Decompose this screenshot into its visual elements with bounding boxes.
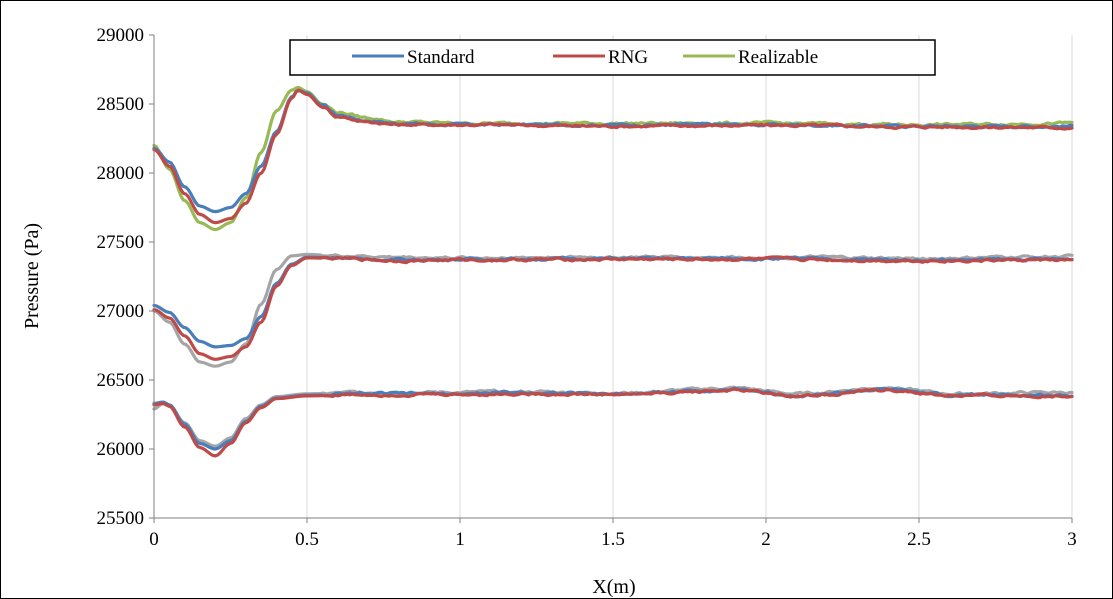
axes — [149, 34, 1073, 523]
x-axis-title: X(m) — [592, 576, 635, 598]
series-lines — [152, 85, 1074, 458]
legend: Standard RNG Realizable — [289, 39, 936, 76]
x-tick-label-4: 2 — [761, 529, 771, 550]
y-axis-title: Pressure (Pa) — [21, 223, 43, 329]
y-tick-label-2: 26500 — [97, 370, 145, 391]
x-tick-label-5: 2.5 — [907, 529, 931, 550]
x-tick-label-2: 1 — [455, 529, 465, 550]
x-tick-label-1: 0.5 — [295, 529, 319, 550]
x-tick-label-3: 1.5 — [601, 529, 625, 550]
y-tick-label-4: 27500 — [97, 232, 145, 253]
series-line-upper-rng — [152, 88, 1074, 225]
x-tick-label-6: 3 — [1067, 529, 1077, 550]
x-tick-labels: 0 0.5 1 1.5 2 2.5 3 — [149, 529, 1077, 550]
legend-label-realizable: Realizable — [738, 47, 818, 68]
y-tick-label-0: 25500 — [97, 508, 145, 529]
y-tick-label-6: 28500 — [97, 94, 145, 115]
y-tick-labels: 25500 26000 26500 27000 27500 28000 28500 29000 — [97, 25, 145, 529]
grid-lines — [153, 35, 1073, 518]
y-tick-label-5: 28000 — [97, 163, 145, 184]
y-tick-label-1: 26000 — [97, 439, 145, 460]
legend-label-rng: RNG — [608, 47, 648, 68]
series-line-lower-rng — [152, 387, 1074, 458]
series-line-middle-rng — [152, 255, 1074, 361]
y-tick-label-3: 27000 — [97, 301, 145, 322]
legend-label-standard: Standard — [407, 47, 475, 68]
x-tick-label-0: 0 — [149, 529, 159, 550]
y-tick-label-7: 29000 — [97, 25, 145, 46]
